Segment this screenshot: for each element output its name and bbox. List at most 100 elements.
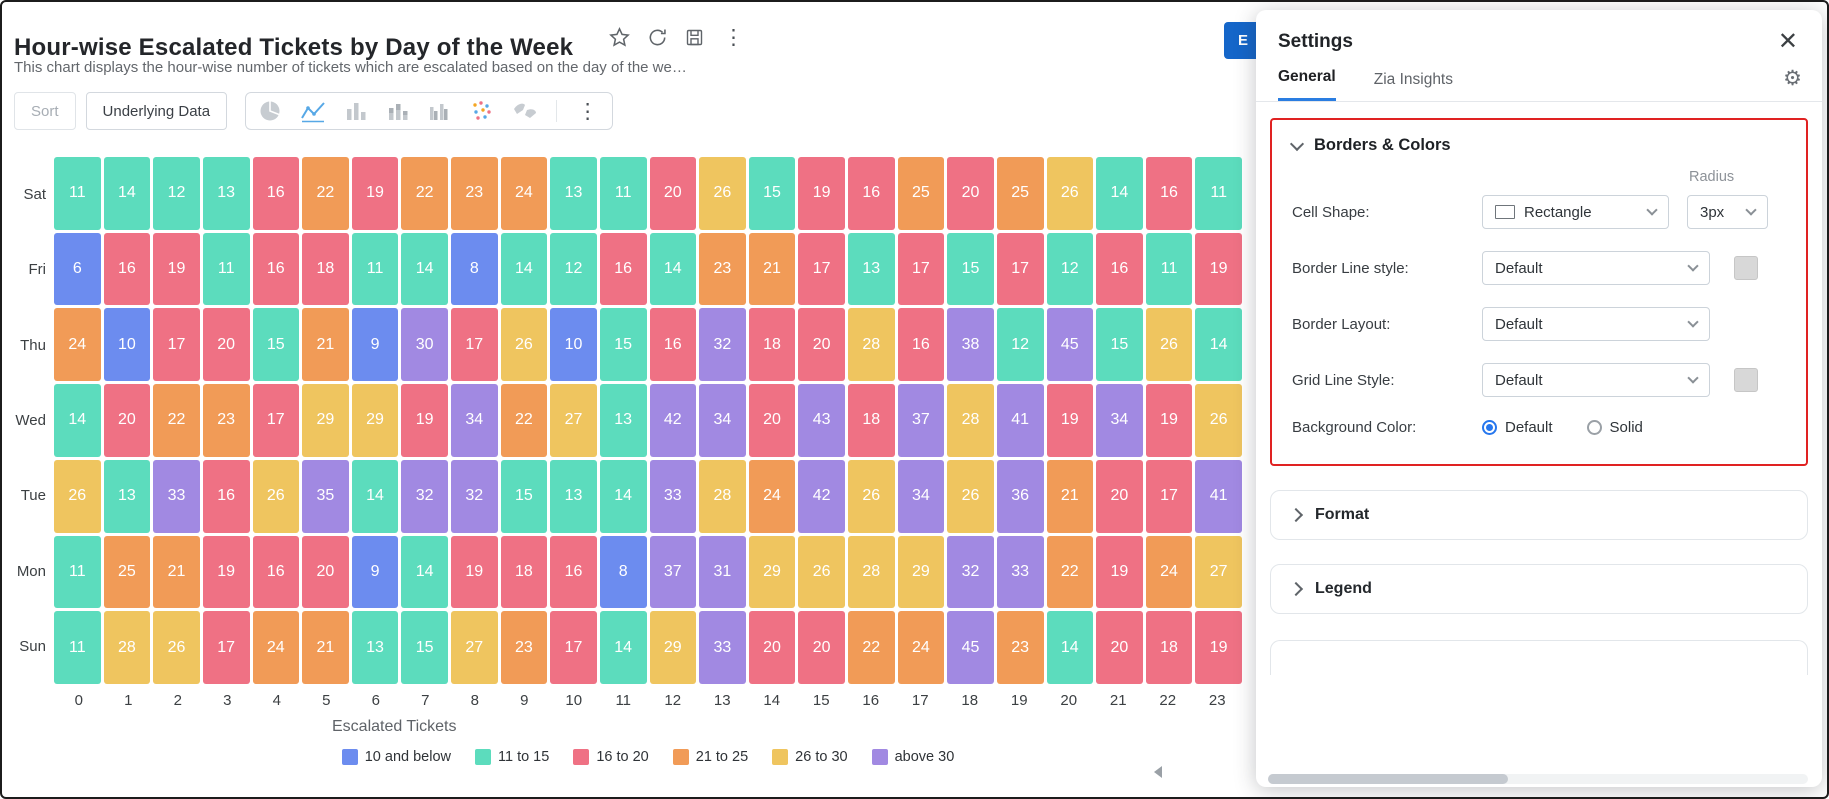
heatmap-cell-Mon-1[interactable]: 25 — [103, 535, 151, 609]
heatmap-cell-Thu-21[interactable]: 15 — [1096, 308, 1143, 382]
heatmap-cell-Fri-3[interactable]: 11 — [202, 232, 250, 306]
heatmap-cell-Sat-6[interactable]: 19 — [351, 157, 399, 230]
heatmap-cell-Sat-3[interactable]: 13 — [202, 157, 250, 230]
heatmap-cell-Wed-11[interactable]: 13 — [599, 384, 647, 457]
heatmap-cell-Tue-22[interactable]: 17 — [1145, 459, 1193, 533]
gear-icon[interactable]: ⚙ — [1783, 67, 1802, 90]
heatmap-cell-Sat-15[interactable]: 19 — [798, 157, 845, 230]
heatmap-cell-Thu-14[interactable]: 18 — [748, 308, 796, 382]
heatmap-cell-Mon-9[interactable]: 18 — [500, 535, 548, 609]
heatmap-cell-Mon-23[interactable]: 27 — [1195, 535, 1242, 609]
heatmap-cell-Thu-7[interactable]: 30 — [401, 308, 448, 382]
heatmap-cell-Thu-10[interactable]: 10 — [550, 308, 597, 382]
heatmap-cell-Mon-11[interactable]: 8 — [599, 535, 647, 609]
heatmap-cell-Wed-19[interactable]: 41 — [996, 384, 1044, 457]
heatmap-cell-Fri-8[interactable]: 8 — [451, 232, 498, 306]
heatmap-cell-Thu-0[interactable]: 24 — [54, 308, 101, 382]
heatmap-cell-Sun-2[interactable]: 26 — [153, 611, 200, 684]
heatmap-cell-Wed-12[interactable]: 42 — [649, 384, 697, 457]
heatmap-cell-Sun-20[interactable]: 14 — [1046, 611, 1094, 684]
legend-item-above-30[interactable]: above 30 — [871, 749, 954, 765]
heatmap-cell-Fri-0[interactable]: 6 — [54, 232, 101, 306]
heatmap-cell-Thu-12[interactable]: 16 — [649, 308, 697, 382]
underlying-data-button[interactable]: Underlying Data — [85, 92, 228, 130]
refresh-icon[interactable] — [647, 27, 668, 48]
heatmap-cell-Mon-20[interactable]: 22 — [1046, 535, 1094, 609]
heatmap-cell-Mon-8[interactable]: 19 — [451, 535, 498, 609]
heatmap-cell-Sat-19[interactable]: 25 — [996, 157, 1044, 230]
heatmap-cell-Mon-6[interactable]: 9 — [351, 535, 399, 609]
heatmap-cell-Thu-17[interactable]: 16 — [897, 308, 945, 382]
heatmap-cell-Wed-22[interactable]: 19 — [1145, 384, 1193, 457]
heatmap-cell-Wed-18[interactable]: 28 — [947, 384, 994, 457]
heatmap-cell-Wed-5[interactable]: 29 — [302, 384, 349, 457]
heatmap-cell-Sat-11[interactable]: 11 — [599, 157, 647, 230]
heatmap-cell-Thu-2[interactable]: 17 — [153, 308, 200, 382]
heatmap-cell-Wed-0[interactable]: 14 — [54, 384, 101, 457]
heatmap-cell-Thu-18[interactable]: 38 — [947, 308, 994, 382]
heatmap-cell-Mon-0[interactable]: 11 — [54, 535, 101, 609]
heatmap-cell-Sun-11[interactable]: 14 — [599, 611, 647, 684]
heatmap-cell-Wed-20[interactable]: 19 — [1046, 384, 1094, 457]
heatmap-cell-Thu-4[interactable]: 15 — [252, 308, 300, 382]
heatmap-cell-Tue-5[interactable]: 35 — [302, 459, 349, 533]
column-chart-icon[interactable] — [344, 99, 368, 123]
legend-item-26-to-30[interactable]: 26 to 30 — [772, 749, 848, 765]
heatmap-cell-Thu-3[interactable]: 20 — [202, 308, 250, 382]
heatmap-cell-Tue-9[interactable]: 15 — [500, 459, 548, 533]
heatmap-cell-Sat-1[interactable]: 14 — [103, 157, 151, 230]
heatmap-cell-Wed-8[interactable]: 34 — [451, 384, 498, 457]
heatmap-cell-Mon-17[interactable]: 29 — [897, 535, 945, 609]
legend-item-21-to-25[interactable]: 21 to 25 — [672, 749, 748, 765]
heatmap-cell-Thu-13[interactable]: 32 — [699, 308, 746, 382]
grid-line-style-dropdown[interactable]: Default — [1482, 363, 1710, 397]
heatmap-cell-Tue-7[interactable]: 32 — [401, 459, 448, 533]
heatmap-cell-Tue-21[interactable]: 20 — [1096, 459, 1143, 533]
heatmap-cell-Mon-21[interactable]: 19 — [1096, 535, 1143, 609]
section-legend[interactable]: Legend — [1270, 564, 1808, 614]
heatmap-cell-Sun-8[interactable]: 27 — [451, 611, 498, 684]
heatmap-cell-Thu-23[interactable]: 14 — [1195, 308, 1242, 382]
heatmap-cell-Fri-9[interactable]: 14 — [500, 232, 548, 306]
heatmap-cell-Tue-18[interactable]: 26 — [947, 459, 994, 533]
heatmap-cell-Sun-6[interactable]: 13 — [351, 611, 399, 684]
stacked-column-chart-icon[interactable] — [386, 99, 410, 123]
heatmap-cell-Sun-16[interactable]: 22 — [848, 611, 895, 684]
heatmap-cell-Sun-1[interactable]: 28 — [103, 611, 151, 684]
more-options-icon[interactable]: ⋮ — [723, 26, 744, 49]
heatmap-cell-Thu-1[interactable]: 10 — [103, 308, 151, 382]
heatmap-cell-Sat-5[interactable]: 22 — [302, 157, 349, 230]
heatmap-cell-Thu-9[interactable]: 26 — [500, 308, 548, 382]
heatmap-cell-Sun-15[interactable]: 20 — [798, 611, 845, 684]
heatmap-cell-Tue-6[interactable]: 14 — [351, 459, 399, 533]
heatmap-cell-Tue-14[interactable]: 24 — [748, 459, 796, 533]
grouped-bar-chart-icon[interactable] — [428, 99, 452, 123]
heatmap-cell-Sun-19[interactable]: 23 — [996, 611, 1044, 684]
heatmap-cell-Sun-5[interactable]: 21 — [302, 611, 349, 684]
heatmap-cell-Wed-7[interactable]: 19 — [401, 384, 448, 457]
heatmap-cell-Sun-14[interactable]: 20 — [748, 611, 796, 684]
heatmap-cell-Mon-14[interactable]: 29 — [748, 535, 796, 609]
heatmap-cell-Wed-6[interactable]: 29 — [351, 384, 399, 457]
heatmap-cell-Wed-4[interactable]: 17 — [252, 384, 300, 457]
heatmap-cell-Sun-13[interactable]: 33 — [699, 611, 746, 684]
heatmap-cell-Wed-16[interactable]: 18 — [848, 384, 895, 457]
heatmap-cell-Wed-1[interactable]: 20 — [103, 384, 151, 457]
heatmap-cell-Thu-19[interactable]: 12 — [996, 308, 1044, 382]
heatmap-cell-Sun-18[interactable]: 45 — [947, 611, 994, 684]
scrollbar-thumb[interactable] — [1268, 774, 1508, 784]
border-line-style-dropdown[interactable]: Default — [1482, 251, 1710, 285]
scroll-left-arrow[interactable] — [1154, 766, 1162, 778]
heatmap-cell-Mon-2[interactable]: 21 — [153, 535, 200, 609]
chart-more-icon[interactable]: ⋮ — [577, 99, 599, 123]
heatmap-cell-Sat-9[interactable]: 24 — [500, 157, 548, 230]
heatmap-cell-Wed-14[interactable]: 20 — [748, 384, 796, 457]
heatmap-cell-Fri-5[interactable]: 18 — [302, 232, 349, 306]
heatmap-cell-Tue-4[interactable]: 26 — [252, 459, 300, 533]
heatmap-cell-Fri-2[interactable]: 19 — [153, 232, 200, 306]
heatmap-cell-Fri-16[interactable]: 13 — [848, 232, 895, 306]
heatmap-cell-Wed-17[interactable]: 37 — [897, 384, 945, 457]
heatmap-cell-Thu-15[interactable]: 20 — [798, 308, 845, 382]
radio-option-default[interactable]: Default — [1482, 419, 1553, 436]
tab-general[interactable]: General — [1278, 68, 1336, 101]
